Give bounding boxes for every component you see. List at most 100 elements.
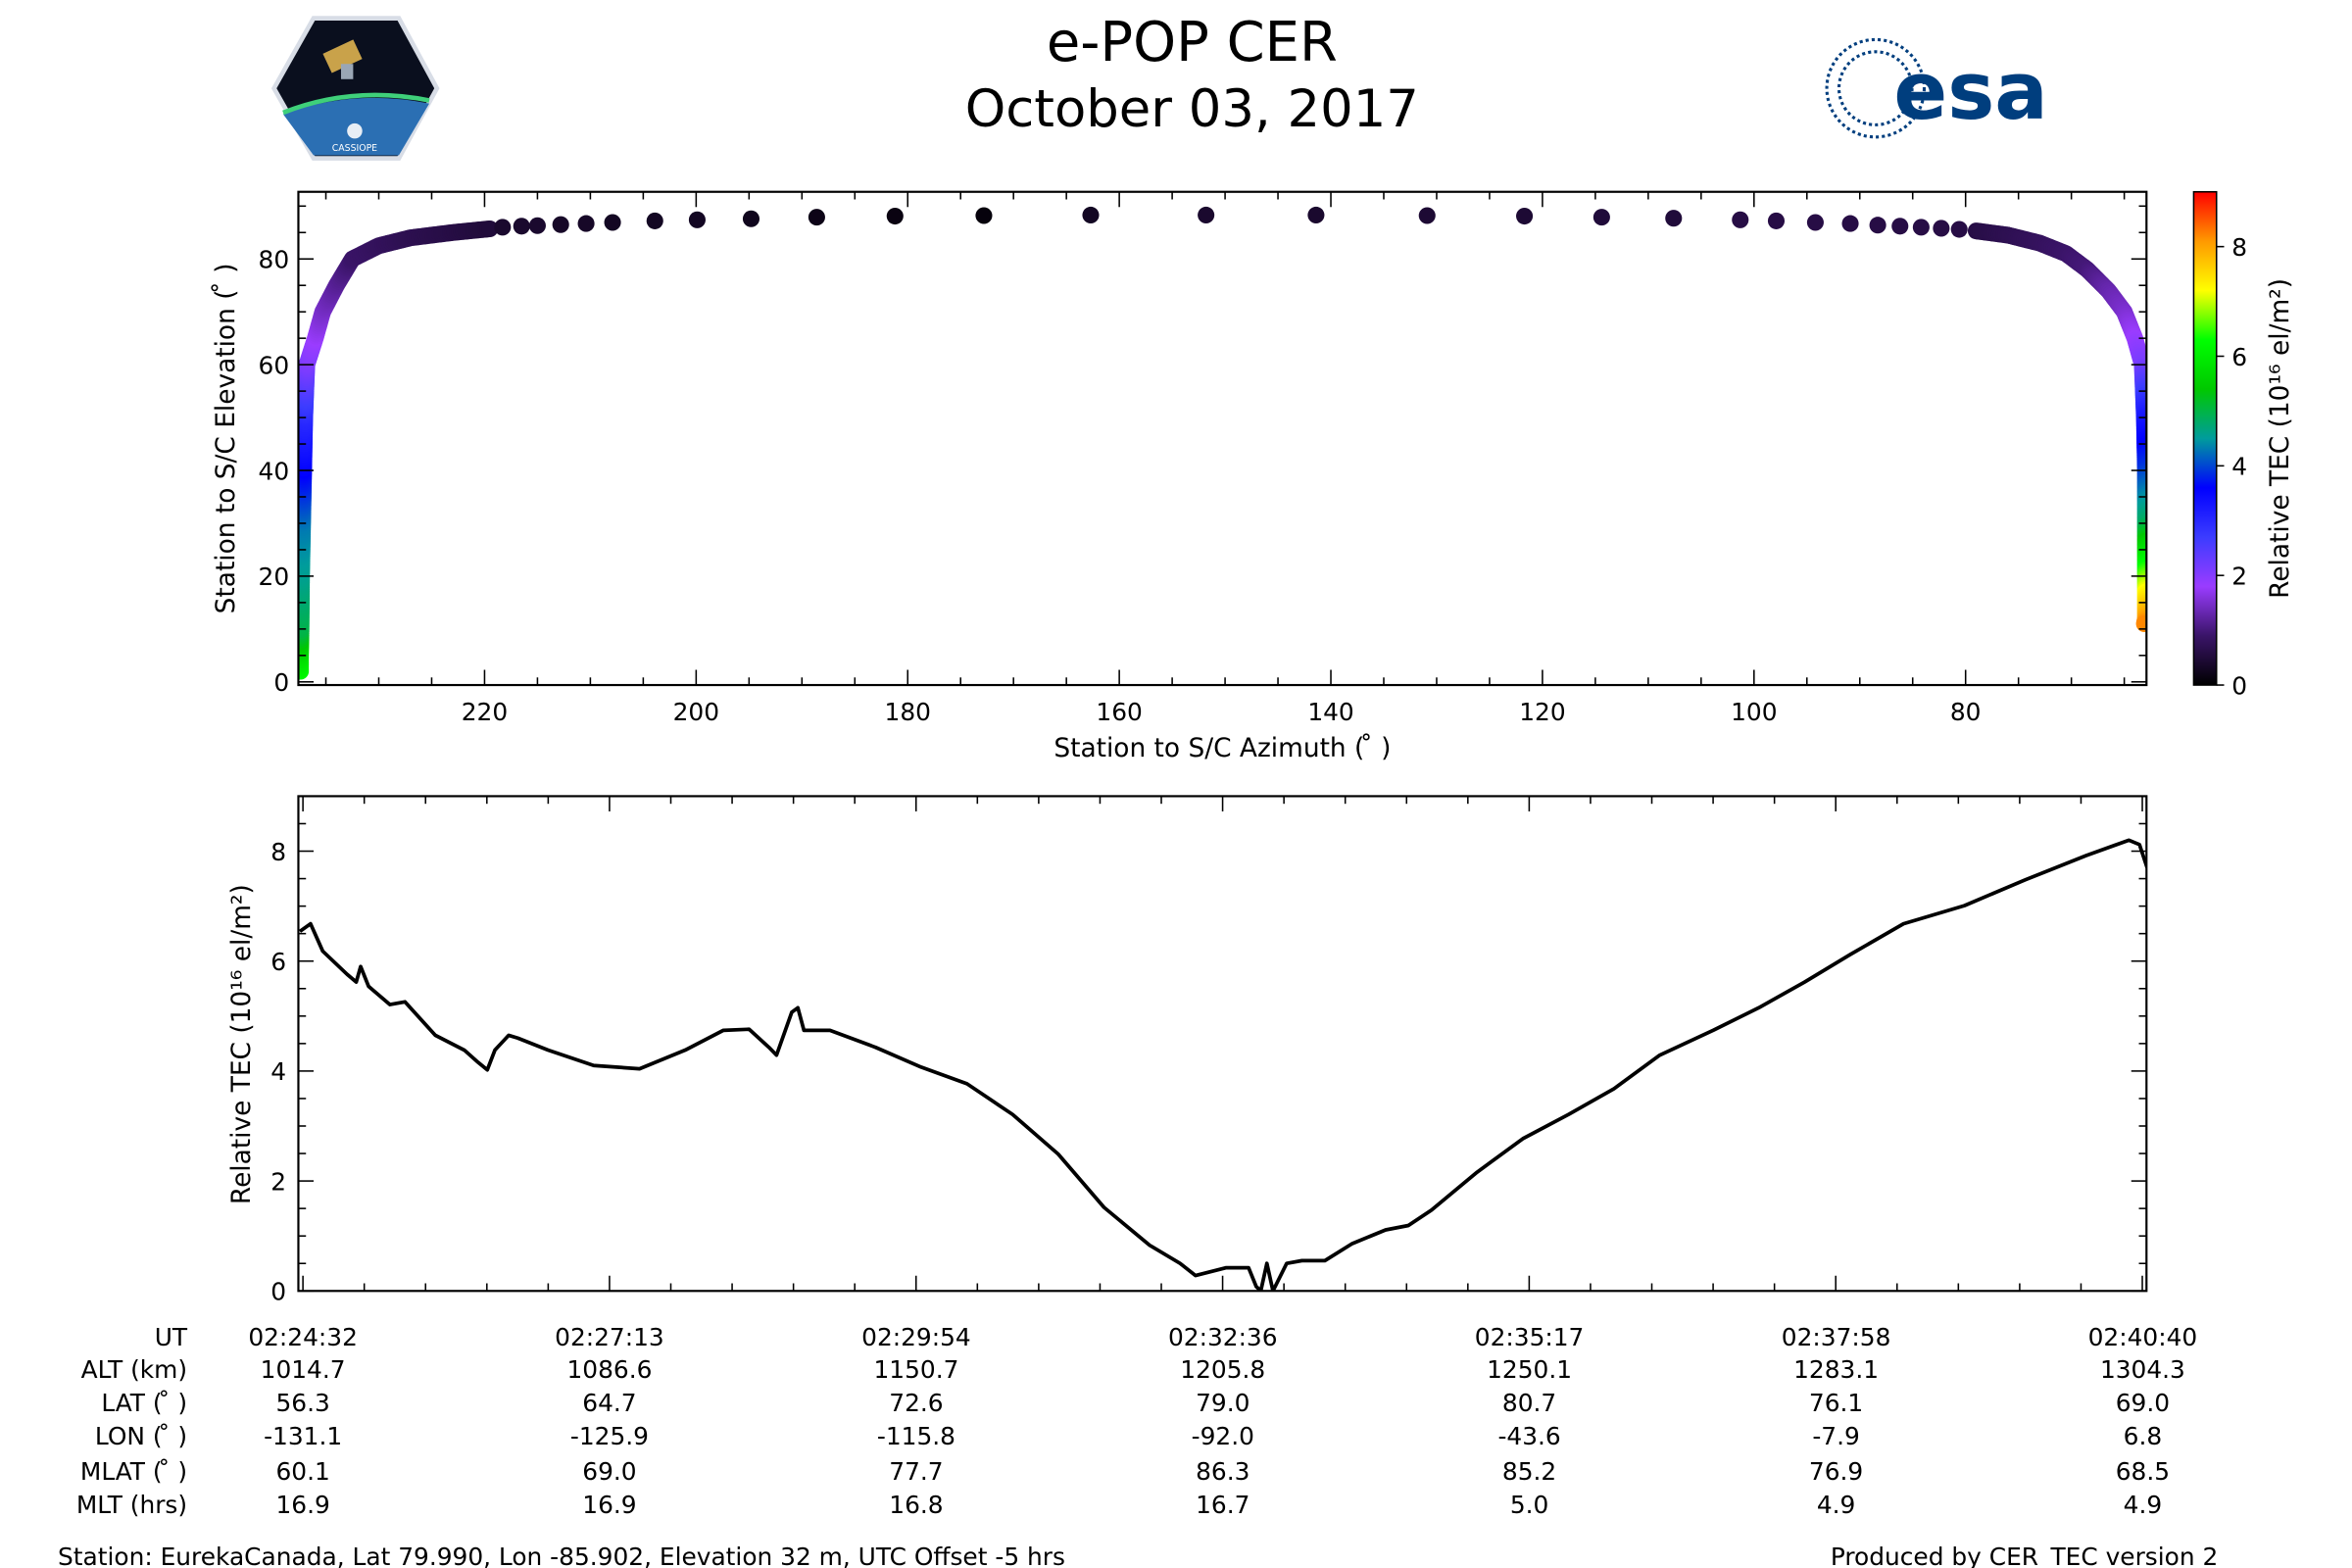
y-tick-label: 80 <box>259 246 290 274</box>
track-point <box>528 217 546 234</box>
track-point <box>808 209 825 226</box>
table-cell: 02:27:13 <box>555 1323 664 1351</box>
track-point <box>1806 214 1824 231</box>
table-row-label: UT <box>155 1323 188 1351</box>
table-cell: 79.0 <box>1196 1389 1250 1417</box>
x-tick-label: 100 <box>1731 698 1777 726</box>
table-cell: -115.8 <box>877 1422 956 1450</box>
colorbar-tick-label: 4 <box>2231 453 2247 481</box>
y-tick-label: 8 <box>270 838 286 866</box>
top-plot-frame <box>297 190 2148 687</box>
table-cell: 72.6 <box>889 1389 943 1417</box>
y-tick-label: 2 <box>270 1167 286 1196</box>
track-point <box>688 211 706 228</box>
table-cell: 69.0 <box>582 1457 636 1486</box>
y-tick-label: 6 <box>270 948 286 976</box>
colorbar: 0 2 4 6 8 Relative TEC (10¹⁶ el/m²) <box>2192 190 2295 700</box>
track-point <box>1198 206 1215 224</box>
track-point <box>1767 212 1786 229</box>
bottom-plot-frame <box>297 795 2148 1293</box>
track-point <box>1841 215 1859 232</box>
table-cell: 68.5 <box>2116 1457 2170 1486</box>
track-point <box>886 207 904 225</box>
table-cell: 02:35:17 <box>1475 1323 1585 1351</box>
colorbar-ticks: 0 2 4 6 8 <box>2216 233 2247 700</box>
track-point <box>1516 207 1534 225</box>
colorbar-tick-label: 8 <box>2231 233 2247 262</box>
cassiope-logo-text: CASSIOPE <box>332 143 377 154</box>
table-cell: 5.0 <box>1510 1491 1549 1519</box>
table-cell: 1086.6 <box>566 1355 652 1384</box>
table-row-label: LON ( ̊ ) <box>95 1422 187 1450</box>
track-point <box>1891 218 1909 235</box>
colorbar-gradient <box>2192 190 2218 686</box>
table-row-label: ALT (km) <box>81 1355 187 1384</box>
orbit-info-table: UT ALT (km) LAT ( ̊ ) LON ( ̊ ) MLAT ( ̊ ) ML… <box>76 1323 2197 1519</box>
table-cell: 80.7 <box>1502 1389 1556 1417</box>
y-tick-label: 60 <box>259 351 290 379</box>
track-point <box>481 220 499 238</box>
cassiope-logo: CASSIOPE <box>270 16 440 161</box>
track-point <box>1592 209 1610 226</box>
track-point <box>1732 211 1749 228</box>
table-cell: 16.8 <box>889 1491 943 1519</box>
track-point <box>1869 217 1886 234</box>
table-cell: -7.9 <box>1812 1422 1859 1450</box>
table-cell: 02:40:40 <box>2088 1323 2198 1351</box>
table-cell: -43.6 <box>1497 1422 1560 1450</box>
y-tick-label: 4 <box>270 1057 286 1086</box>
table-cell: 1205.8 <box>1180 1355 1265 1384</box>
y-tick-label: 0 <box>270 1278 286 1306</box>
table-cell: 6.8 <box>2124 1422 2163 1450</box>
station-info: Station: EurekaCanada, Lat 79.990, Lon -… <box>58 1543 1065 1568</box>
table-cell: -92.0 <box>1192 1422 1254 1450</box>
x-tick-label: 120 <box>1519 698 1565 726</box>
table-cell: 1014.7 <box>261 1355 346 1384</box>
table-cell: -131.1 <box>264 1422 342 1450</box>
table-cell: 56.3 <box>275 1389 329 1417</box>
table-cell: 77.7 <box>889 1457 943 1486</box>
esa-logo-text: esa <box>1893 46 2047 138</box>
track-point <box>1933 220 1950 237</box>
track-point <box>742 210 760 227</box>
table-cell: 02:37:58 <box>1782 1323 1891 1351</box>
y-tick-label: 40 <box>259 457 290 485</box>
table-cell: 16.9 <box>582 1491 636 1519</box>
table-cell: -125.9 <box>570 1422 649 1450</box>
colorbar-tick-label: 2 <box>2231 563 2247 591</box>
table-cell: 4.9 <box>2124 1491 2163 1519</box>
bottom-plot-ticks: 0 2 4 6 8 <box>270 795 2147 1306</box>
track-point <box>513 218 530 235</box>
table-row-label: LAT ( ̊ ) <box>101 1389 187 1417</box>
colorbar-tick-label: 0 <box>2231 671 2247 700</box>
table-cell: 76.1 <box>1809 1389 1863 1417</box>
track-point <box>1665 210 1683 227</box>
tec-time-series-plot: 0 2 4 6 8 Relative TEC (10¹⁶ el/m²) <box>226 795 2148 1306</box>
table-row-label: MLAT ( ̊ ) <box>80 1457 187 1486</box>
table-cell: 64.7 <box>582 1389 636 1417</box>
produced-by: Produced by CER_TEC version 2 <box>1831 1543 2218 1568</box>
track-point <box>552 216 569 233</box>
top-xlabel: Station to S/C Azimuth ( ̊ ) <box>1054 733 1391 763</box>
track-point <box>494 219 512 236</box>
figure-title: e-POP CER <box>1047 11 1338 74</box>
track-point <box>646 212 663 229</box>
table-cell: 85.2 <box>1502 1457 1556 1486</box>
table-cell: 1150.7 <box>873 1355 958 1384</box>
table-cell: 1250.1 <box>1487 1355 1572 1384</box>
track-points <box>298 206 2147 680</box>
table-cell: 1283.1 <box>1793 1355 1879 1384</box>
track-point <box>1418 207 1436 224</box>
azimuth-elevation-plot: 220 200 180 160 140 120 100 80 0 20 40 60 80 Station… <box>211 190 2148 763</box>
x-tick-label: 200 <box>673 698 719 726</box>
esa-logo: esa <box>1825 37 2048 139</box>
bottom-ylabel: Relative TEC (10¹⁶ el/m²) <box>226 884 257 1204</box>
figure-date: October 03, 2017 <box>965 79 1419 139</box>
track-point <box>1082 206 1100 224</box>
y-tick-label: 20 <box>259 563 290 591</box>
track-point <box>577 215 595 232</box>
table-cell: 02:29:54 <box>861 1323 971 1351</box>
track-point <box>1950 220 1968 238</box>
x-tick-label: 220 <box>462 698 508 726</box>
